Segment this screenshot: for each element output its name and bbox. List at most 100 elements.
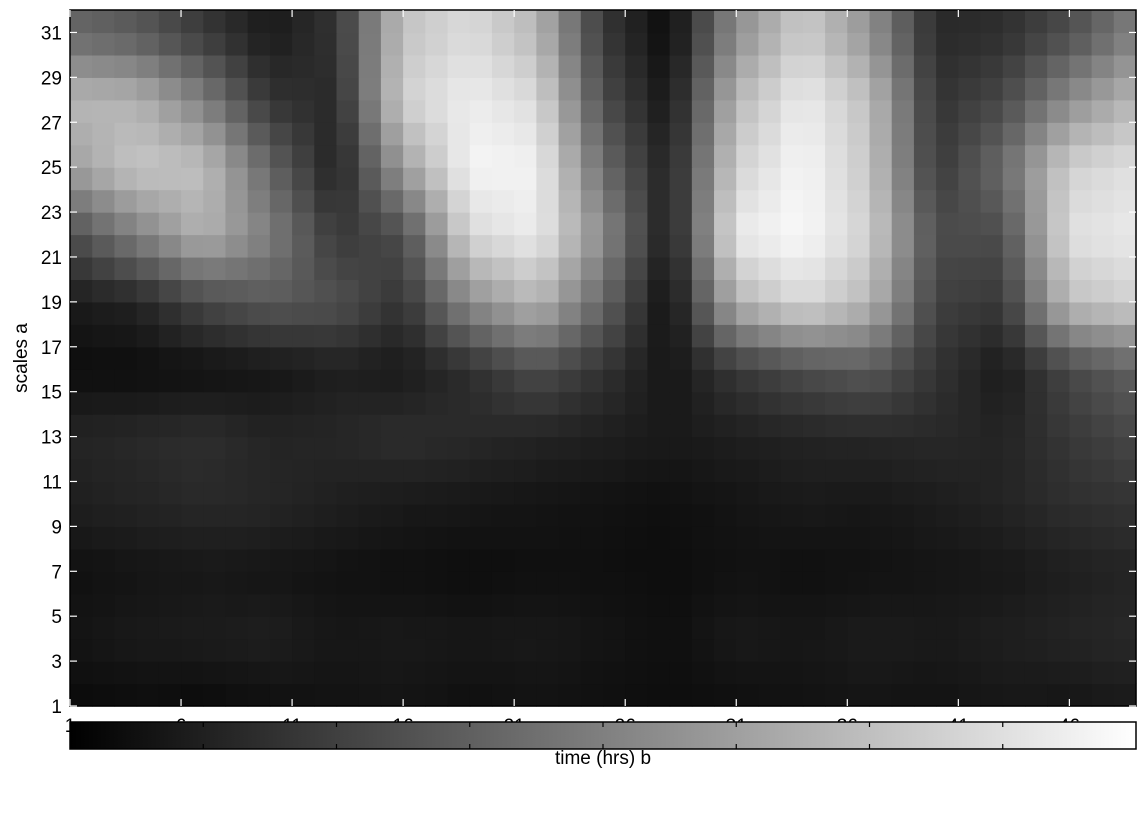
heatmap-cell [514,414,537,438]
heatmap-cell [403,10,426,34]
heatmap-cell [780,414,804,438]
heatmap-cell [181,144,204,168]
heatmap-cell [225,638,249,662]
heatmap-cell [647,189,671,213]
heatmap-cell [491,526,515,550]
heatmap-cell [447,122,471,146]
heatmap-cell [869,616,893,640]
heatmap-cell [469,391,493,415]
heatmap-cell [203,548,227,572]
heatmap-cell [625,167,649,191]
heatmap-cell [980,234,1004,258]
heatmap-cell [736,54,760,78]
heatmap-cell [158,683,182,707]
heatmap-cell [225,212,249,236]
heatmap-cell [780,571,804,595]
heatmap-cell [292,616,315,640]
y-tick-label: 1 [51,697,62,718]
heatmap-cell [70,144,93,168]
heatmap-cell [92,10,116,34]
heatmap-cell [958,414,982,438]
heatmap-cell [447,189,471,213]
heatmap-cell [714,189,737,213]
heatmap-cell [336,122,360,146]
heatmap-cell [314,234,338,258]
heatmap-cell [469,481,493,505]
heatmap-cell [1091,414,1115,438]
heatmap-cell [558,32,582,56]
heatmap-cell [780,167,804,191]
heatmap-cell [1024,189,1048,213]
heatmap-cell [714,571,737,595]
heatmap-cell [958,212,982,236]
heatmap-cell [625,526,649,550]
heatmap-cell [958,234,982,258]
heatmap-cell [380,99,404,123]
heatmap-cell [70,503,93,527]
heatmap-cell [1069,77,1093,101]
heatmap-cell [70,593,93,617]
heatmap-cell [647,503,671,527]
heatmap-cell [491,77,515,101]
heatmap-cell [936,212,959,236]
heatmap-cell [358,593,382,617]
heatmap-cell [469,616,493,640]
heatmap-cell [292,661,315,685]
heatmap-cell [114,548,138,572]
heatmap-cell [203,301,227,325]
heatmap-cell [603,301,626,325]
heatmap-cell [1002,571,1026,595]
heatmap-cell [514,301,537,325]
heatmap-cell [980,638,1004,662]
heatmap-cell [1002,99,1026,123]
heatmap-cell [269,189,293,213]
heatmap-cell [847,256,871,281]
heatmap-cell [1024,391,1048,415]
heatmap-cell [158,593,182,617]
heatmap-cell [958,167,982,191]
heatmap-cell [203,324,227,348]
heatmap-cell [758,683,782,707]
heatmap-cell [558,279,582,303]
heatmap-cell [247,459,271,483]
heatmap-cell [825,593,848,617]
heatmap-cell [336,234,360,258]
heatmap-cell [181,593,204,617]
heatmap-cell [158,234,182,258]
heatmap-cell [1002,234,1026,258]
heatmap-cell [647,256,671,281]
heatmap-cell [358,301,382,325]
heatmap-cell [1091,77,1115,101]
heatmap-cell [1024,54,1048,78]
heatmap-cell [536,301,560,325]
heatmap-cell [714,77,737,101]
heatmap-cell [669,548,693,572]
heatmap-cell [580,414,604,438]
heatmap-cell [447,526,471,550]
heatmap-cell [536,10,560,34]
heatmap-cell [1002,638,1026,662]
heatmap-cell [491,144,515,168]
heatmap-cell [136,167,160,191]
heatmap-cell [336,414,360,438]
heatmap-cell [691,346,715,370]
heatmap-cell [269,144,293,168]
heatmap-cell [92,32,116,56]
heatmap-cell [580,459,604,483]
heatmap-cell [936,661,959,685]
heatmap-cell [314,54,338,78]
heatmap-cell [758,346,782,370]
heatmap-cell [336,616,360,640]
heatmap-cell [558,122,582,146]
heatmap-cell [714,683,737,707]
heatmap-cell [114,256,138,281]
heatmap-cell [314,638,338,662]
heatmap-cell [292,391,315,415]
heatmap-cell [336,346,360,370]
heatmap-cell [1069,122,1093,146]
heatmap-cell [1002,481,1026,505]
heatmap-cell [558,346,582,370]
heatmap-cell [669,346,693,370]
heatmap-cell [958,256,982,281]
heatmap-cell [1002,346,1026,370]
